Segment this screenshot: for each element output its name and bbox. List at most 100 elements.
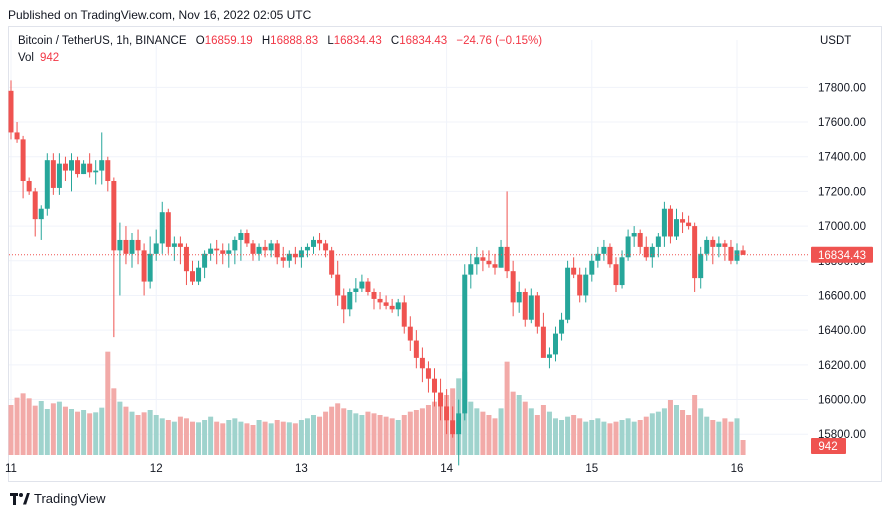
open-label: O [195, 35, 205, 47]
volume-bar [498, 408, 504, 455]
volume-bar [401, 415, 407, 455]
candle-body [571, 267, 577, 275]
footer-brand[interactable]: TradingView [10, 491, 106, 506]
volume-bar [335, 403, 341, 455]
candle-body [534, 295, 540, 327]
candle-body [129, 239, 135, 254]
candle-body [698, 253, 704, 279]
volume-bar [341, 408, 347, 455]
candle-body [298, 250, 304, 258]
candle-body [165, 212, 171, 247]
candle-body [268, 243, 274, 251]
candle-body [14, 132, 20, 140]
volume-bar [377, 415, 383, 455]
volume-bar [20, 393, 26, 455]
candle-body [335, 274, 341, 296]
published-caption: Published on TradingView.com, Nov 16, 20… [8, 8, 312, 22]
high-label: H [261, 35, 271, 47]
candle-body [226, 250, 232, 254]
candle-body [323, 243, 329, 251]
volume-bar [105, 351, 111, 455]
volume-bar [123, 406, 129, 455]
candle-body [220, 250, 226, 254]
volume-label: Vol [18, 52, 34, 64]
volume-bar [522, 401, 528, 455]
low-value: 16834.43 [333, 35, 382, 47]
low-label: L [327, 35, 334, 47]
time-tick-label: 16 [731, 463, 744, 475]
volume-bar [274, 420, 280, 455]
volume-bar [220, 423, 226, 455]
volume-bar [740, 440, 746, 455]
volume-bar [311, 415, 316, 455]
volume-bar [99, 407, 105, 455]
volume-bar [601, 421, 607, 455]
chart-legend: Bitcoin / TetherUS, 1h, BINANCE O16859.1… [18, 35, 542, 47]
candle-body [692, 226, 698, 279]
volume-bar [232, 418, 238, 455]
volume-bar [62, 406, 68, 455]
volume-bar [323, 411, 329, 455]
volume-bar [637, 420, 643, 455]
candle-body [159, 212, 165, 244]
volume-bar [704, 416, 710, 455]
candle-body [565, 267, 571, 320]
candle-body [553, 333, 558, 355]
volume-bar [359, 415, 365, 455]
candle-body [740, 250, 746, 255]
volume-bar [395, 420, 401, 455]
volume-bar [268, 423, 274, 455]
candle-body [311, 239, 316, 247]
symbol-label[interactable]: Bitcoin / TetherUS, 1h, BINANCE [18, 35, 187, 47]
volume-bar [177, 416, 183, 455]
candle-body [50, 160, 56, 188]
candle-body [141, 250, 147, 282]
candle-body [704, 239, 710, 254]
candle-body [304, 246, 310, 251]
last-price-label: 16834.43 [818, 250, 866, 262]
candle-body [8, 90, 14, 133]
volume-bar [595, 418, 601, 455]
volume-bar [674, 405, 679, 455]
volume-bar [492, 418, 498, 455]
volume-bar [698, 408, 704, 455]
volume-bar [553, 418, 558, 455]
volume-bar [438, 398, 444, 455]
volume-bar [69, 409, 74, 455]
candle-body [111, 180, 117, 251]
volume-bar [329, 406, 335, 455]
volume-bar [135, 415, 141, 455]
candle-body [208, 248, 214, 254]
time-tick-label: 12 [150, 463, 163, 475]
volume-bar [413, 410, 419, 455]
price-tick-label: 17200.00 [818, 186, 866, 198]
candle-body [238, 233, 244, 240]
candle-body [292, 253, 298, 258]
volume-bar [26, 398, 32, 455]
candle-body [444, 406, 450, 421]
volume-bar [419, 408, 425, 455]
candle-body [81, 163, 87, 175]
price-tick-label: 16200.00 [818, 360, 866, 372]
volume-bar [546, 411, 552, 455]
volume-bar [286, 422, 292, 455]
volume-bar [50, 403, 56, 455]
volume-bar [613, 421, 619, 455]
candle-body [256, 246, 262, 254]
candle-body [377, 298, 383, 303]
candle-body [728, 246, 734, 261]
tradingview-logo-icon [10, 492, 30, 505]
candle-body [625, 236, 631, 258]
candle-body [105, 160, 111, 181]
candle-body [559, 319, 565, 334]
candle-body [498, 246, 504, 268]
volume-bar [304, 418, 310, 455]
volume-bar [292, 423, 298, 455]
volume-bar [710, 420, 716, 455]
volume-bar [208, 416, 214, 455]
candle-body [329, 250, 335, 275]
candle-body [56, 163, 62, 188]
volume-bar [44, 409, 50, 455]
volume-bar [540, 405, 546, 455]
